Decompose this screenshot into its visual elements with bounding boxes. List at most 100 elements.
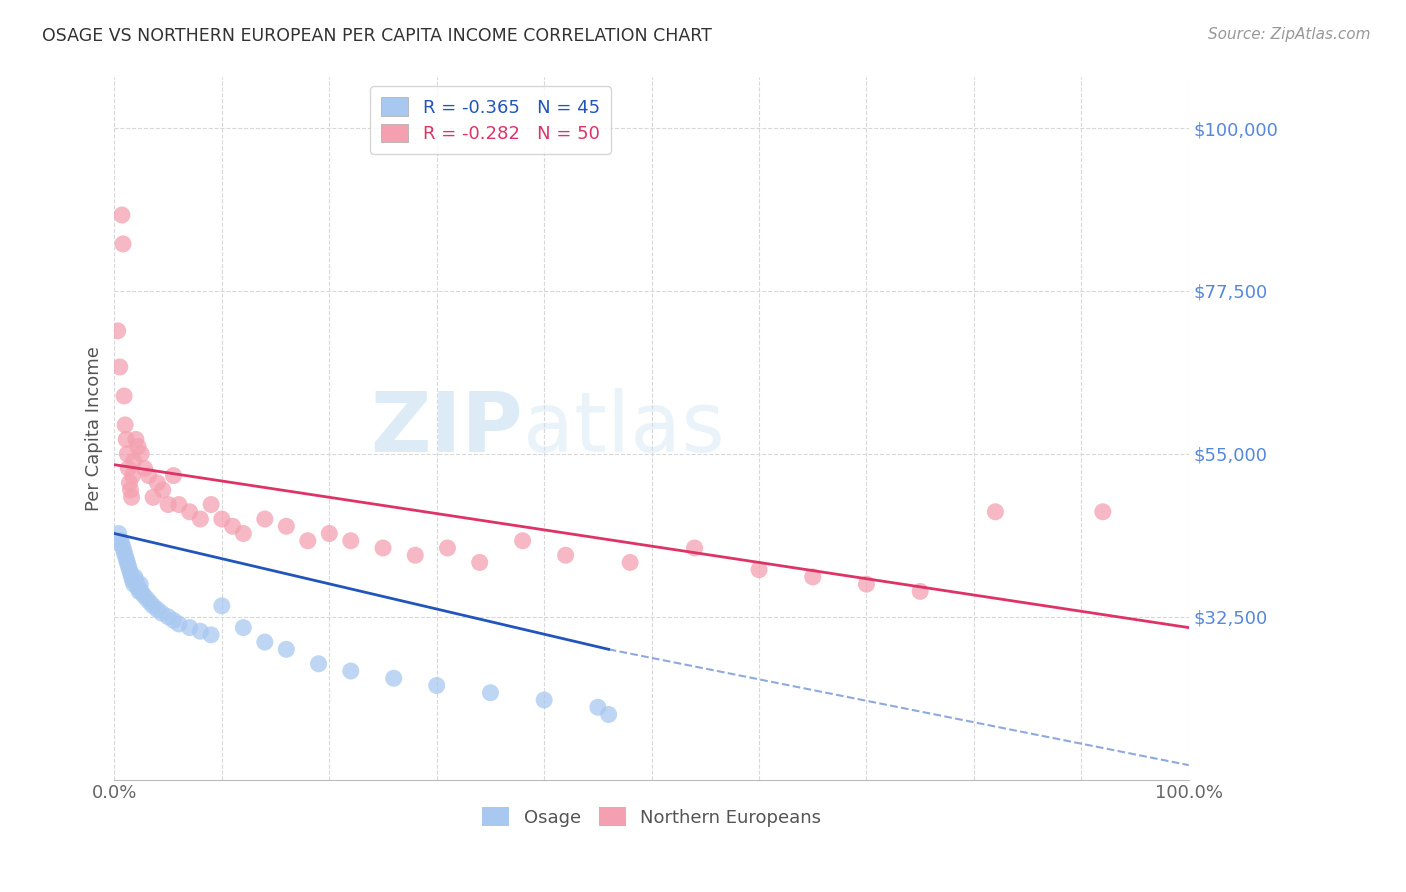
Point bbox=[748, 563, 770, 577]
Point bbox=[619, 556, 641, 570]
Text: Source: ZipAtlas.com: Source: ZipAtlas.com bbox=[1208, 27, 1371, 42]
Point bbox=[855, 577, 877, 591]
Point bbox=[129, 447, 152, 461]
Point bbox=[107, 526, 129, 541]
Point bbox=[404, 548, 426, 562]
Y-axis label: Per Capita Income: Per Capita Income bbox=[86, 346, 103, 511]
Point bbox=[211, 512, 233, 526]
Point bbox=[253, 512, 276, 526]
Point bbox=[598, 707, 620, 722]
Point bbox=[801, 570, 824, 584]
Point bbox=[533, 693, 555, 707]
Point bbox=[554, 548, 576, 562]
Point bbox=[139, 595, 162, 609]
Point bbox=[127, 581, 149, 595]
Legend: Osage, Northern Europeans: Osage, Northern Europeans bbox=[475, 800, 828, 834]
Point bbox=[117, 559, 139, 574]
Point bbox=[339, 664, 361, 678]
Point bbox=[167, 498, 190, 512]
Point bbox=[125, 433, 148, 447]
Point bbox=[118, 563, 141, 577]
Point bbox=[117, 556, 139, 570]
Point bbox=[111, 236, 134, 251]
Point bbox=[112, 544, 135, 558]
Point bbox=[479, 686, 502, 700]
Point bbox=[122, 577, 145, 591]
Point bbox=[111, 541, 134, 555]
Point bbox=[146, 602, 169, 616]
Point bbox=[200, 628, 222, 642]
Point bbox=[142, 491, 165, 505]
Point bbox=[121, 468, 143, 483]
Point bbox=[318, 526, 340, 541]
Point bbox=[436, 541, 458, 555]
Point bbox=[120, 566, 142, 581]
Point bbox=[908, 584, 931, 599]
Point bbox=[122, 454, 145, 468]
Point bbox=[117, 447, 139, 461]
Point bbox=[276, 519, 298, 533]
Point bbox=[118, 475, 141, 490]
Point bbox=[190, 512, 212, 526]
Point bbox=[1091, 505, 1114, 519]
Point bbox=[308, 657, 330, 671]
Point bbox=[112, 389, 135, 403]
Point bbox=[117, 461, 139, 475]
Point bbox=[142, 599, 165, 613]
Point bbox=[426, 679, 449, 693]
Text: ZIP: ZIP bbox=[370, 388, 523, 469]
Point bbox=[107, 324, 129, 338]
Point bbox=[129, 584, 152, 599]
Point bbox=[179, 505, 201, 519]
Point bbox=[162, 468, 184, 483]
Point bbox=[138, 468, 160, 483]
Point bbox=[132, 588, 155, 602]
Point bbox=[468, 556, 491, 570]
Text: atlas: atlas bbox=[523, 388, 724, 469]
Point bbox=[157, 498, 180, 512]
Point bbox=[150, 606, 173, 620]
Point bbox=[200, 498, 222, 512]
Point bbox=[115, 551, 138, 566]
Point bbox=[152, 483, 174, 497]
Point bbox=[382, 671, 405, 685]
Point bbox=[129, 577, 152, 591]
Point bbox=[167, 617, 190, 632]
Point bbox=[124, 570, 146, 584]
Point bbox=[232, 621, 254, 635]
Point bbox=[110, 533, 132, 548]
Point bbox=[108, 359, 131, 374]
Point bbox=[683, 541, 706, 555]
Point bbox=[120, 483, 142, 497]
Point bbox=[121, 570, 143, 584]
Point bbox=[125, 577, 148, 591]
Point bbox=[127, 440, 149, 454]
Point bbox=[134, 461, 156, 475]
Point bbox=[512, 533, 534, 548]
Point bbox=[111, 208, 134, 222]
Point bbox=[984, 505, 1007, 519]
Point bbox=[162, 613, 184, 627]
Point bbox=[125, 574, 148, 588]
Point bbox=[190, 624, 212, 639]
Point bbox=[135, 591, 157, 606]
Point bbox=[276, 642, 298, 657]
Text: OSAGE VS NORTHERN EUROPEAN PER CAPITA INCOME CORRELATION CHART: OSAGE VS NORTHERN EUROPEAN PER CAPITA IN… bbox=[42, 27, 711, 45]
Point bbox=[371, 541, 394, 555]
Point bbox=[179, 621, 201, 635]
Point bbox=[111, 537, 134, 551]
Point bbox=[339, 533, 361, 548]
Point bbox=[121, 491, 143, 505]
Point bbox=[146, 475, 169, 490]
Point bbox=[157, 609, 180, 624]
Point bbox=[297, 533, 319, 548]
Point bbox=[253, 635, 276, 649]
Point bbox=[586, 700, 609, 714]
Point bbox=[114, 548, 136, 562]
Point bbox=[211, 599, 233, 613]
Point bbox=[128, 584, 150, 599]
Point bbox=[114, 417, 136, 432]
Point bbox=[115, 433, 138, 447]
Point bbox=[121, 574, 143, 588]
Point bbox=[221, 519, 243, 533]
